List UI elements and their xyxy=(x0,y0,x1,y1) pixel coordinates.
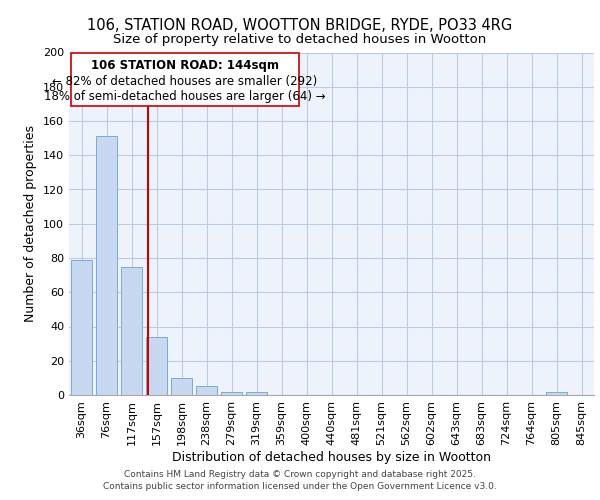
Text: ← 82% of detached houses are smaller (292): ← 82% of detached houses are smaller (29… xyxy=(52,75,317,88)
Bar xyxy=(221,392,242,395)
Bar xyxy=(171,378,192,395)
Bar xyxy=(246,392,267,395)
Text: 106 STATION ROAD: 144sqm: 106 STATION ROAD: 144sqm xyxy=(91,60,279,72)
X-axis label: Distribution of detached houses by size in Wootton: Distribution of detached houses by size … xyxy=(172,450,491,464)
Text: Size of property relative to detached houses in Wootton: Size of property relative to detached ho… xyxy=(113,32,487,46)
Text: 18% of semi-detached houses are larger (64) →: 18% of semi-detached houses are larger (… xyxy=(44,90,326,103)
Bar xyxy=(71,260,92,395)
Bar xyxy=(546,392,567,395)
Bar xyxy=(196,386,217,395)
Bar xyxy=(121,266,142,395)
Text: 106, STATION ROAD, WOOTTON BRIDGE, RYDE, PO33 4RG: 106, STATION ROAD, WOOTTON BRIDGE, RYDE,… xyxy=(88,18,512,32)
FancyBboxPatch shape xyxy=(71,52,299,106)
Y-axis label: Number of detached properties: Number of detached properties xyxy=(25,125,37,322)
Bar xyxy=(96,136,117,395)
Bar xyxy=(146,337,167,395)
Text: Contains HM Land Registry data © Crown copyright and database right 2025.
Contai: Contains HM Land Registry data © Crown c… xyxy=(103,470,497,491)
